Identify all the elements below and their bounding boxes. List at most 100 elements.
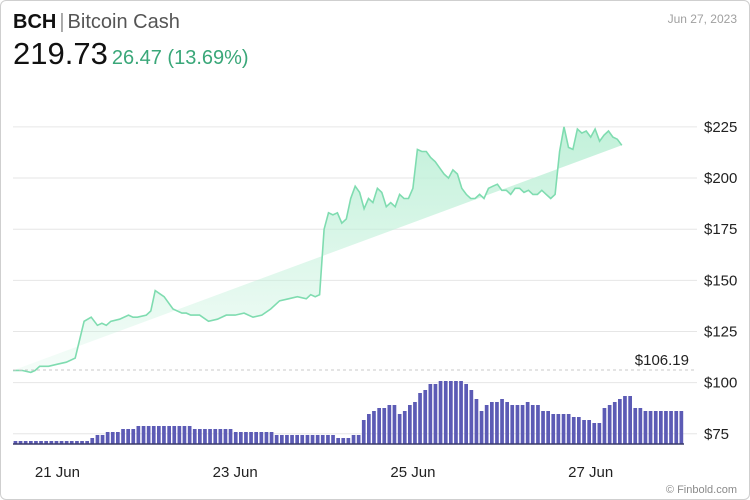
volume-bar: [423, 390, 428, 444]
volume-bar: [459, 381, 463, 444]
volume-bar: [464, 384, 468, 444]
price-line: [13, 126, 623, 374]
y-tick-label: $150: [704, 272, 737, 289]
price-area: [13, 126, 623, 374]
volume-bar: [612, 402, 617, 444]
volume-bar: [105, 432, 110, 444]
ticker-symbol: BCH: [13, 11, 57, 33]
volume-bar: [39, 441, 43, 444]
volume-bar: [643, 411, 648, 444]
volume-bar: [597, 423, 602, 444]
volume-bar: [413, 402, 417, 444]
y-tick-label: $175: [704, 221, 737, 238]
volume-bar: [18, 441, 23, 444]
volume-bar: [361, 420, 366, 444]
volume-bar: [198, 429, 202, 444]
volume-bar: [295, 435, 299, 444]
price-area-fill: [13, 126, 622, 373]
volume-bar: [100, 435, 105, 444]
volume-bar: [356, 435, 361, 444]
volume-bar: [587, 420, 591, 444]
volume-bar: [561, 414, 566, 444]
volume-bar: [633, 408, 638, 444]
volume-bar: [167, 426, 171, 444]
volume-bar: [121, 429, 125, 444]
volume-bar: [187, 426, 192, 444]
volume-bar: [382, 408, 387, 444]
volume-bar: [402, 411, 407, 444]
volume-bar: [500, 399, 504, 444]
volume-bar: [23, 441, 28, 444]
volume-bar: [479, 411, 484, 444]
chart-header: BCH | Bitcoin Cash 219.73 26.47 (13.69%): [13, 11, 249, 72]
volume-bar: [244, 432, 248, 444]
volume-bar: [116, 432, 120, 444]
volume-bar: [659, 411, 663, 444]
volume-bar: [80, 441, 84, 444]
volume-bar: [131, 429, 136, 444]
volume-bar: [443, 381, 448, 444]
volume-bar: [90, 438, 95, 444]
volume-bar: [530, 405, 535, 444]
volume-bar: [336, 438, 340, 444]
volume-bar: [13, 441, 18, 444]
volume-bar: [274, 435, 279, 444]
x-tick-label: 21 Jun: [35, 464, 80, 481]
volume-bar: [674, 411, 679, 444]
volume-bar: [44, 441, 48, 444]
volume-bar: [653, 411, 658, 444]
grid-lines: [13, 126, 697, 435]
volume-bar: [505, 402, 509, 444]
volume-bar: [182, 426, 187, 444]
price-change: 26.47 (13.69%): [111, 47, 249, 69]
volume-bar: [29, 441, 33, 444]
volume-bar: [669, 411, 673, 444]
volume-bar: [525, 402, 530, 444]
y-tick-label: $75: [704, 426, 729, 443]
volume-bar: [520, 405, 525, 444]
volume-bar: [259, 432, 264, 444]
y-tick-label: $225: [704, 119, 737, 136]
volume-bar: [648, 411, 653, 444]
volume-bar: [351, 435, 356, 444]
y-tick-label: $100: [704, 375, 737, 392]
volume-bar: [136, 426, 141, 444]
volume-bar: [290, 435, 294, 444]
y-tick-label: $200: [704, 170, 737, 187]
volume-bar: [474, 399, 479, 444]
volume-bar: [151, 426, 156, 444]
volume-bar: [172, 426, 177, 444]
volume-bar: [326, 435, 330, 444]
volume-bar: [300, 435, 305, 444]
volume-bar: [510, 405, 515, 444]
volume-bar: [285, 435, 289, 444]
chart-date: Jun 27, 2023: [667, 12, 737, 26]
volume-bar: [392, 405, 397, 444]
y-tick-label: $125: [704, 323, 737, 340]
volume-bar: [126, 429, 130, 444]
volume-bar: [469, 390, 474, 444]
volume-bar: [397, 414, 402, 444]
volume-bar: [310, 435, 315, 444]
volume-bar: [315, 435, 320, 444]
volume-bar: [418, 393, 422, 444]
volume-bar: [264, 432, 269, 444]
volume-bar: [515, 405, 520, 444]
volume-bar: [428, 384, 433, 444]
volume-bar: [54, 441, 59, 444]
volume-bar: [664, 411, 668, 444]
volume-bar: [551, 414, 556, 444]
price-line: 219.73 26.47 (13.69%): [13, 36, 249, 72]
volume-bar: [490, 402, 494, 444]
volume-bar: [254, 432, 258, 444]
volume-bar: [638, 408, 643, 444]
volume-bar: [541, 411, 545, 444]
volume-bar: [110, 432, 115, 444]
volume-bar: [618, 399, 622, 444]
volume-bar: [208, 429, 212, 444]
volume-bar: [484, 405, 489, 444]
volume-bar: [341, 438, 346, 444]
volume-bar: [433, 384, 438, 444]
